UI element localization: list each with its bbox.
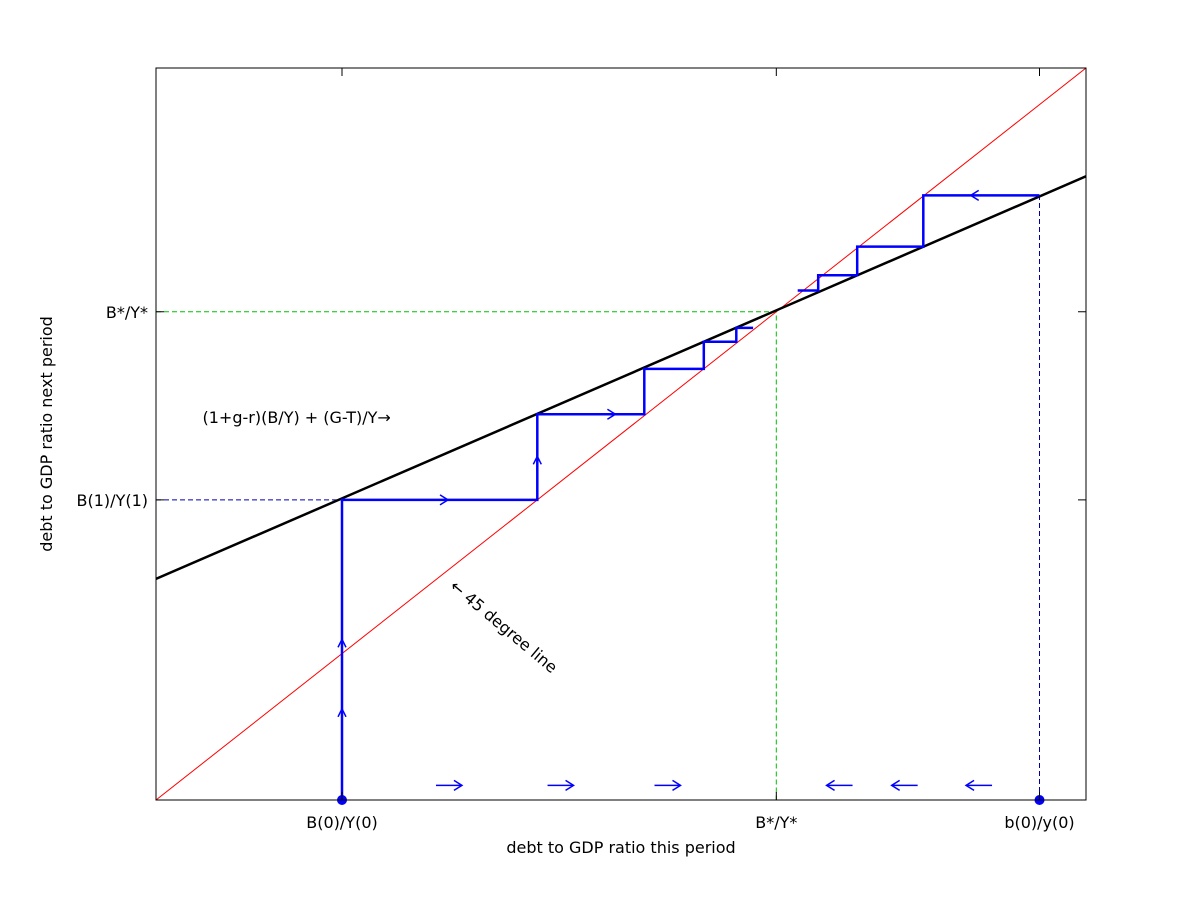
direction-arrow-8 bbox=[654, 779, 682, 791]
direction-arrow-6 bbox=[435, 779, 464, 791]
x-tick-label-0: B(0)/Y(0) bbox=[306, 813, 377, 832]
plot-area bbox=[156, 68, 1086, 805]
direction-arrow-0 bbox=[337, 637, 347, 653]
x-axis-label: debt to GDP ratio this period bbox=[506, 838, 735, 857]
y-tick-label-1: B*/Y* bbox=[106, 303, 148, 322]
annotation-0: (1+g-r)(B/Y) + (G-T)/Y→ bbox=[203, 408, 391, 427]
x-tick-label-2: b(0)/y(0) bbox=[1004, 813, 1074, 832]
series-line-2 bbox=[340, 326, 754, 800]
direction-arrow-9 bbox=[825, 779, 853, 791]
y-axis: B(1)/Y(1) B*/Y* bbox=[77, 303, 1086, 510]
annotations: (1+g-r)(B/Y) + (G-T)/Y→ ← 45 degree line bbox=[203, 408, 562, 677]
x-tick-label-1: B*/Y* bbox=[755, 813, 797, 832]
direction-arrow-11 bbox=[964, 779, 993, 791]
y-tick-label-0: B(1)/Y(1) bbox=[77, 491, 148, 510]
y-axis-label: debt to GDP ratio next period bbox=[37, 316, 56, 552]
x-axis: B(0)/Y(0) B*/Y* b(0)/y(0) bbox=[306, 68, 1075, 832]
direction-arrow-5 bbox=[969, 189, 997, 202]
plot-frame bbox=[155, 67, 1087, 801]
series-line-3 bbox=[797, 194, 1040, 292]
annotation-1: ← 45 degree line bbox=[446, 576, 561, 677]
direction-arrow-4 bbox=[589, 408, 617, 420]
series-line-0 bbox=[156, 68, 1086, 800]
direction-arrow-7 bbox=[547, 779, 575, 791]
direction-arrow-10 bbox=[890, 779, 918, 791]
direction-arrow-1 bbox=[337, 707, 347, 722]
direction-arrow-2 bbox=[532, 454, 542, 470]
series-line-1 bbox=[156, 175, 1086, 581]
direction-arrow-3 bbox=[422, 494, 450, 506]
